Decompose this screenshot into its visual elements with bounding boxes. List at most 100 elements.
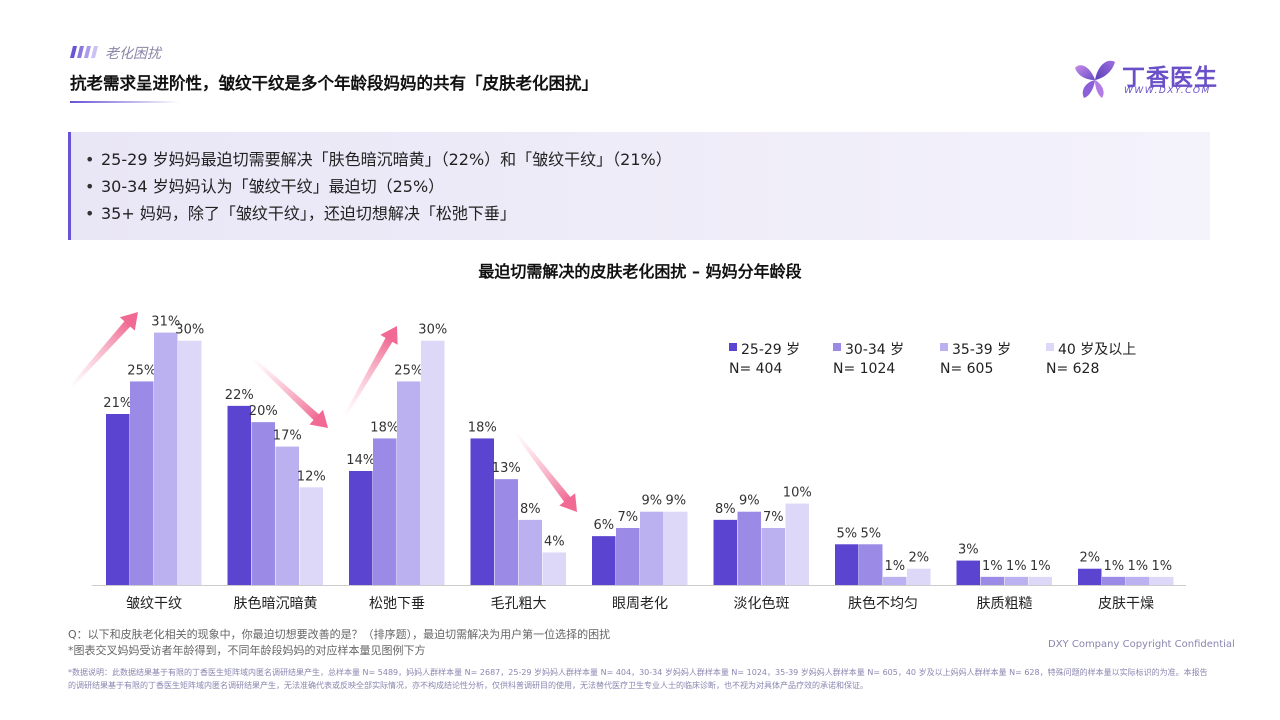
bar: [883, 576, 907, 585]
bar: [130, 381, 154, 585]
title-underline: [70, 101, 180, 103]
bar: [1102, 576, 1126, 585]
data-label: 10%: [783, 486, 812, 501]
legend-sample-size: N= 628: [1046, 361, 1099, 377]
data-label: 2%: [1079, 551, 1100, 566]
bar: [106, 414, 130, 585]
bar: [542, 552, 566, 585]
category-label: 淡化色斑: [734, 595, 790, 612]
data-label: 25%: [127, 363, 156, 378]
data-label: 14%: [346, 453, 375, 468]
legend-swatch: [940, 343, 948, 351]
data-label: 12%: [297, 469, 326, 484]
legend-label: 25-29 岁: [741, 342, 800, 358]
chart-note: *图表交叉妈妈受访者年龄得到，不同年龄段妈妈的对应样本量见图例下方: [68, 644, 426, 657]
bar: [178, 340, 202, 585]
summary-bullet: 25-29 岁妈妈最迫切需要解决「肤色暗沉暗黄」（22%）和「皱纹干纹」（21%…: [85, 146, 1210, 173]
bar: [349, 471, 373, 585]
bar: [1126, 576, 1150, 585]
summary-bullet: 35+ 妈妈，除了「皱纹干纹」，还迫切想解决「松弛下垂」: [85, 200, 1210, 227]
bar: [835, 544, 859, 585]
data-label: 22%: [225, 388, 254, 403]
category-label: 肤色暗沉暗黄: [234, 595, 318, 612]
section-tag: 老化困扰: [105, 46, 161, 62]
data-label: 4%: [544, 534, 565, 549]
bar: [1004, 576, 1028, 585]
bar: [154, 332, 178, 585]
bar: [275, 446, 299, 585]
bar: [785, 503, 809, 585]
category-label: 肤质粗糙: [977, 596, 1033, 612]
data-label: 5%: [860, 526, 881, 541]
bar: [980, 576, 1004, 585]
data-label: 5%: [836, 526, 857, 541]
legend-sample-size: N= 605: [940, 361, 993, 377]
trend-arrow: [513, 431, 577, 512]
bar: [956, 560, 980, 585]
category-label: 皮肤干燥: [1098, 596, 1154, 612]
data-label: 1%: [1103, 559, 1124, 574]
copyright: DXY Company Copyright Confidential: [1048, 639, 1235, 650]
data-label: 9%: [739, 494, 760, 509]
bar: [421, 340, 445, 585]
legend-label: 30-34 岁: [845, 342, 904, 358]
legend-label: 35-39 岁: [952, 342, 1011, 358]
trend-arrow: [250, 356, 329, 428]
data-label: 1%: [1151, 559, 1172, 574]
data-label: 1%: [1006, 559, 1027, 574]
data-label: 7%: [763, 510, 784, 525]
legend-sample-size: N= 1024: [833, 361, 895, 377]
legend-swatch: [1046, 343, 1054, 351]
bar: [1028, 576, 1052, 585]
bar: [397, 381, 421, 585]
legend-swatch: [833, 343, 841, 351]
data-label: 21%: [103, 396, 132, 411]
category-label: 皱纹干纹: [126, 596, 182, 612]
bar: [470, 438, 494, 585]
category-label: 松弛下垂: [369, 596, 425, 612]
trend-arrow: [343, 326, 398, 417]
data-label: 9%: [665, 494, 686, 509]
data-label: 18%: [370, 420, 399, 435]
bar: [907, 568, 931, 585]
bar: [761, 528, 785, 585]
survey-question: Q：以下和皮肤老化相关的现象中，你最迫切想要改善的是？（排序题），最迫切需解决为…: [68, 628, 611, 641]
summary-bullet: 30-34 岁妈妈认为「皱纹干纹」最迫切（25%）: [85, 173, 1210, 200]
bar: [1150, 576, 1174, 585]
data-label: 8%: [715, 502, 736, 517]
category-label: 肤色不均匀: [848, 595, 918, 612]
logo-url: WWW.DXY.COM: [1124, 86, 1211, 96]
data-label: 3%: [958, 543, 979, 558]
bar: [616, 528, 640, 585]
bar: [640, 511, 664, 585]
bar: [373, 438, 397, 585]
legend-swatch: [729, 343, 737, 351]
data-label: 1%: [884, 559, 905, 574]
bar: [664, 511, 688, 585]
bar: [518, 519, 542, 585]
data-label: 17%: [273, 429, 302, 444]
logo-text: 丁香医生: [1122, 65, 1218, 91]
bar: [592, 536, 616, 585]
data-disclaimer: *数据说明：此数据结果基于有限的丁香医生矩阵域内匿名调研结果产生，总样本量 N=…: [68, 668, 1208, 690]
chart-title: 最迫切需解决的皮肤老化困扰 – 妈妈分年龄段: [478, 262, 802, 281]
category-label: 眼周老化: [612, 596, 668, 612]
legend-label: 40 岁及以上: [1058, 342, 1136, 358]
page-title: 抗老需求呈进阶性，皱纹干纹是多个年龄段妈妈的共有「皮肤老化困扰」: [70, 74, 598, 93]
summary-box: 25-29 岁妈妈最迫切需要解决「肤色暗沉暗黄」（22%）和「皱纹干纹」（21%…: [68, 132, 1210, 240]
bar: [494, 479, 518, 585]
bar: [713, 519, 737, 585]
data-label: 18%: [468, 420, 497, 435]
data-label: 9%: [641, 494, 662, 509]
data-label: 1%: [982, 559, 1003, 574]
trend-arrow: [68, 312, 139, 390]
section-tag-icon: [70, 46, 98, 58]
data-label: 20%: [249, 404, 278, 419]
data-label: 1%: [1030, 559, 1051, 574]
data-label: 31%: [151, 315, 180, 330]
data-label: 8%: [520, 502, 541, 517]
data-label: 13%: [492, 461, 521, 476]
category-label: 毛孔粗大: [491, 596, 547, 612]
bar: [251, 422, 275, 585]
